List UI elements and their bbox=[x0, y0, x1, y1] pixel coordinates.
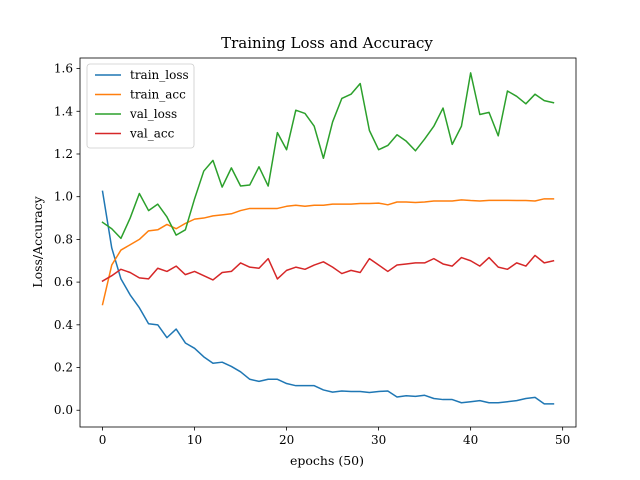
x-tick-label: 30 bbox=[371, 433, 386, 447]
x-tick-label: 0 bbox=[99, 433, 107, 447]
series-line-val-acc bbox=[101, 254, 555, 283]
plot-area bbox=[101, 72, 555, 405]
y-tick-label: 0.6 bbox=[54, 275, 73, 289]
y-tick-label: 0.8 bbox=[54, 232, 73, 246]
x-tick-label: 50 bbox=[555, 433, 570, 447]
y-tick-label: 1.2 bbox=[54, 147, 73, 161]
legend: train_loss train_acc val_loss val_acc bbox=[86, 63, 195, 149]
chart-title: Training Loss and Accuracy bbox=[221, 34, 433, 52]
y-tick-label: 0.2 bbox=[54, 361, 73, 375]
series-line-train-acc bbox=[101, 198, 555, 306]
x-tick-label: 20 bbox=[279, 433, 294, 447]
axes-frame bbox=[79, 57, 577, 428]
legend-label-val-loss: val_loss bbox=[129, 107, 177, 121]
y-axis-label: Loss/Accuracy bbox=[30, 195, 45, 287]
series-line-val-loss bbox=[101, 72, 555, 240]
x-tick-label: 10 bbox=[187, 433, 202, 447]
series-line-train-loss bbox=[101, 190, 555, 405]
legend-box bbox=[86, 63, 195, 149]
y-tick-label: 0.4 bbox=[54, 318, 73, 332]
y-tick-label: 1.6 bbox=[54, 62, 73, 76]
x-axis-label: epochs (50) bbox=[290, 453, 364, 468]
y-tick-label: 1.4 bbox=[54, 104, 73, 118]
y-tick-label: 1.0 bbox=[54, 190, 73, 204]
legend-label-train-acc: train_acc bbox=[130, 88, 186, 102]
axes: 0 10 20 30 40 50 0.0 0.2 0.4 0.6 0.8 1.0 1.2 1.4 1.6 bbox=[54, 57, 577, 447]
legend-label-train-loss: train_loss bbox=[130, 68, 189, 82]
y-tick-label: 0.0 bbox=[54, 403, 73, 417]
x-tick-label: 40 bbox=[463, 433, 478, 447]
legend-label-val-acc: val_acc bbox=[129, 127, 175, 141]
